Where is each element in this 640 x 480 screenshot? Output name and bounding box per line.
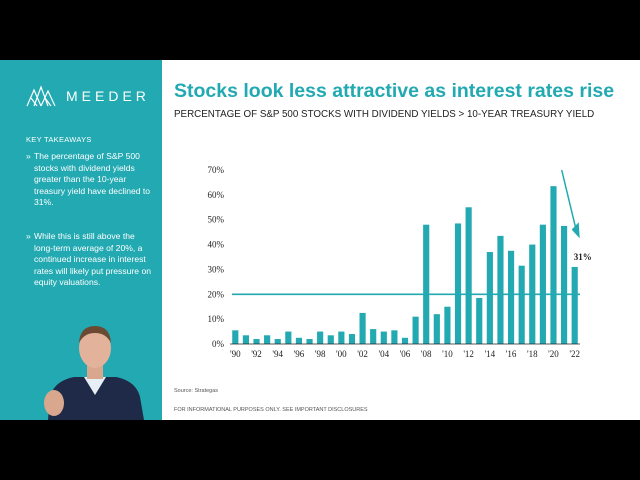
- x-tick-label: '18: [527, 349, 538, 359]
- bar: [476, 298, 483, 344]
- bar: [518, 265, 525, 344]
- bar: [465, 207, 472, 344]
- bar: [507, 250, 515, 344]
- bar: [454, 223, 462, 344]
- x-tick-label: '90: [230, 349, 241, 359]
- trend-arrow-head: [571, 222, 580, 239]
- x-tick-label: '20: [548, 349, 559, 359]
- bar: [550, 186, 557, 344]
- takeaway-text: While this is still above the long-term …: [34, 231, 152, 287]
- y-tick-label: 50%: [208, 215, 225, 225]
- bar: [285, 331, 292, 344]
- bar: [253, 339, 260, 344]
- x-tick-label: '02: [357, 349, 368, 359]
- x-tick-label: '92: [251, 349, 262, 359]
- bar: [327, 335, 334, 344]
- x-tick-label: '96: [294, 349, 305, 359]
- trend-arrow-line: [560, 169, 578, 233]
- bar: [561, 225, 568, 344]
- x-tick-label: '22: [569, 349, 580, 359]
- bar: [317, 331, 324, 344]
- takeaway-text: The percentage of S&P 500 stocks with di…: [34, 151, 151, 207]
- bar: [380, 331, 387, 344]
- y-tick-label: 30%: [208, 264, 225, 274]
- bar: [433, 314, 440, 344]
- x-tick-label: '16: [506, 349, 517, 359]
- bar: [295, 337, 303, 344]
- sidebar: MEEDER KEY TAKEAWAYS » The percentage of…: [0, 60, 162, 420]
- brand-name: MEEDER: [66, 88, 150, 104]
- y-tick-label: 0%: [212, 339, 225, 349]
- bar: [370, 329, 377, 344]
- bar: [497, 235, 504, 344]
- x-tick-label: '00: [336, 349, 347, 359]
- bar: [274, 339, 281, 344]
- meeder-mountains-icon: [26, 85, 56, 107]
- bar: [401, 337, 409, 344]
- bar: [232, 330, 239, 344]
- bullet-marker: »: [26, 151, 31, 161]
- slide-title: Stocks look less attractive as interest …: [174, 80, 615, 102]
- disclaimer: FOR INFORMATIONAL PURPOSES ONLY. SEE IMP…: [174, 407, 368, 413]
- value-label-2022: 31%: [574, 252, 592, 262]
- bar: [359, 312, 366, 344]
- x-tick-label: '10: [442, 349, 453, 359]
- takeaway-item: » The percentage of S&P 500 stocks with …: [26, 151, 154, 209]
- x-tick-label: '98: [315, 349, 326, 359]
- x-tick-label: '08: [421, 349, 432, 359]
- takeaway-item: » While this is still above the long-ter…: [26, 231, 154, 289]
- takeaways-heading: KEY TAKEAWAYS: [26, 135, 92, 144]
- bar: [486, 252, 493, 344]
- y-tick-label: 10%: [208, 314, 225, 324]
- source-note: Source: Strategas: [174, 388, 219, 394]
- dividend-yield-chart: 0% 10% 20% 30% 40% 50% 60% 70% '90 '92 '94 '96 '98 '0…: [208, 165, 592, 359]
- bar: [306, 339, 313, 344]
- presenter-video: [44, 326, 144, 420]
- slide: MEEDER KEY TAKEAWAYS » The percentage of…: [0, 60, 640, 420]
- x-tick-label: '04: [378, 349, 389, 359]
- y-tick-label: 60%: [208, 190, 225, 200]
- bar: [444, 306, 451, 344]
- slide-subtitle: PERCENTAGE OF S&P 500 STOCKS WITH DIVIDE…: [174, 109, 595, 120]
- bar: [412, 316, 419, 344]
- y-tick-label: 70%: [208, 165, 225, 175]
- bar: [242, 335, 249, 344]
- y-tick-label: 40%: [208, 240, 225, 250]
- bar: [348, 334, 356, 344]
- bar: [338, 331, 345, 344]
- bullet-marker: »: [26, 231, 31, 241]
- x-tick-label: '12: [463, 349, 474, 359]
- brand-logo: MEEDER: [26, 84, 150, 108]
- bar: [391, 330, 398, 344]
- y-tick-label: 20%: [208, 289, 225, 299]
- bar: [264, 335, 271, 344]
- x-tick-label: '94: [272, 349, 283, 359]
- bar: [423, 224, 430, 344]
- bar: [539, 224, 546, 344]
- x-tick-label: '06: [400, 349, 411, 359]
- bar: [571, 266, 578, 344]
- x-tick-label: '14: [485, 349, 496, 359]
